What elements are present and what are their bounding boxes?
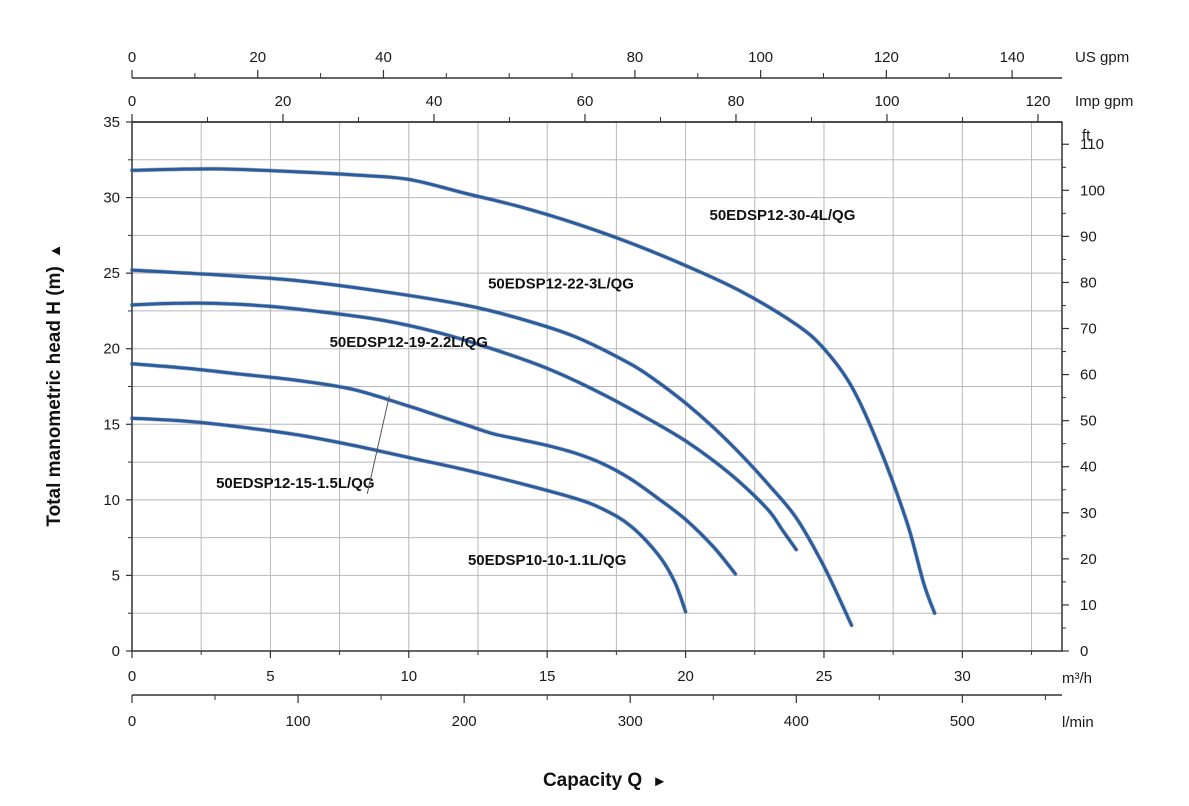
curve-50edsp10-10-1-1l-qg xyxy=(130,416,688,614)
x-tick-label: 10 xyxy=(400,668,417,685)
y-tick-label: 10 xyxy=(103,492,120,509)
lmin-tick-label: 400 xyxy=(784,713,809,730)
curve-50edsp12-19-2-2l-qg xyxy=(130,301,798,552)
axes: 0510152025303501020304050607080901001100… xyxy=(103,49,1105,730)
us-gpm-tick-label: 40 xyxy=(375,49,392,66)
y-tick-label: 5 xyxy=(112,567,120,584)
curve-label-50edsp12-19-2-2l-qg: 50EDSP12-19-2.2L/QG xyxy=(330,334,488,351)
y-tick-label: 15 xyxy=(103,416,120,433)
ft-tick-label: 10 xyxy=(1080,597,1097,614)
y-tick-label: 35 xyxy=(103,114,120,131)
imp-gpm-tick-label: 60 xyxy=(577,93,594,110)
y-tick-label: 30 xyxy=(103,190,120,207)
x-tick-label: 30 xyxy=(954,668,971,685)
ft-tick-label: 0 xyxy=(1080,643,1088,660)
y-tick-label: 0 xyxy=(112,643,120,660)
x-axis-title: Capacity Q ► xyxy=(543,770,667,791)
imp-gpm-tick-label: 20 xyxy=(275,93,292,110)
y-tick-label: 25 xyxy=(103,265,120,282)
unit-lmin: l/min xyxy=(1062,714,1094,731)
us-gpm-tick-label: 120 xyxy=(874,49,899,66)
x-tick-label: 20 xyxy=(677,668,694,685)
ft-tick-label: 90 xyxy=(1080,228,1097,245)
ft-tick-label: 100 xyxy=(1080,182,1105,199)
ft-tick-label: 30 xyxy=(1080,505,1097,522)
imp-gpm-tick-label: 40 xyxy=(426,93,443,110)
unit-us-gpm: US gpm xyxy=(1075,49,1129,66)
labels: 50EDSP12-30-4L/QG 50EDSP12-22-3L/QG 50EDSP… xyxy=(216,207,855,569)
unit-imp-gpm: Imp gpm xyxy=(1075,93,1133,110)
curve-50edsp12-15-1-5l-qg xyxy=(130,362,737,576)
unit-ft: ft xyxy=(1082,127,1091,144)
lmin-tick-label: 500 xyxy=(950,713,975,730)
curve-50edsp12-30-4l-qg xyxy=(130,167,937,615)
lmin-tick-label: 300 xyxy=(618,713,643,730)
us-gpm-tick-label: 20 xyxy=(249,49,266,66)
us-gpm-tick-label: 0 xyxy=(128,49,136,66)
ft-tick-label: 80 xyxy=(1080,274,1097,291)
curve-shadow-50edsp12-15-1-5l-qg xyxy=(129,361,738,576)
imp-gpm-tick-label: 100 xyxy=(874,93,899,110)
lmin-tick-label: 200 xyxy=(452,713,477,730)
y-tick-label: 20 xyxy=(103,341,120,358)
curve-label-50edsp12-15-1-5l-qg: 50EDSP12-15-1.5L/QG xyxy=(216,475,374,492)
curve-label-50edsp12-30-4l-qg: 50EDSP12-30-4L/QG xyxy=(709,207,855,224)
x-tick-label: 0 xyxy=(128,668,136,685)
imp-gpm-tick-label: 80 xyxy=(728,93,745,110)
annotation-leader-line xyxy=(366,395,390,494)
ft-tick-label: 50 xyxy=(1080,413,1097,430)
curve-shadow-50edsp12-22-3l-qg xyxy=(129,268,854,628)
unit-m3h: m³/h xyxy=(1062,670,1092,687)
ft-tick-label: 70 xyxy=(1080,321,1097,338)
imp-gpm-tick-label: 0 xyxy=(128,93,136,110)
lmin-tick-label: 100 xyxy=(286,713,311,730)
ft-tick-label: 110 xyxy=(1080,136,1104,153)
x-tick-label: 5 xyxy=(266,668,274,685)
us-gpm-tick-label: 140 xyxy=(1000,49,1025,66)
x-tick-label: 15 xyxy=(539,668,556,685)
imp-gpm-tick-label: 120 xyxy=(1025,93,1050,110)
us-gpm-tick-label: 80 xyxy=(627,49,644,66)
curve-label-50edsp10-10-1-1l-qg: 50EDSP10-10-1.1L/QG xyxy=(468,552,626,569)
ft-tick-label: 20 xyxy=(1080,551,1097,568)
curve-label-50edsp12-22-3l-qg: 50EDSP12-22-3L/QG xyxy=(488,275,634,292)
us-gpm-tick-label: 100 xyxy=(748,49,773,66)
x-tick-label: 25 xyxy=(816,668,833,685)
curve-50edsp12-22-3l-qg xyxy=(130,268,854,627)
lmin-tick-label: 0 xyxy=(128,713,136,730)
y-axis-title: Total manometric head H (m)▲ xyxy=(44,243,65,526)
ft-tick-label: 60 xyxy=(1080,367,1097,384)
ft-tick-label: 40 xyxy=(1080,459,1097,476)
curves xyxy=(129,166,937,628)
